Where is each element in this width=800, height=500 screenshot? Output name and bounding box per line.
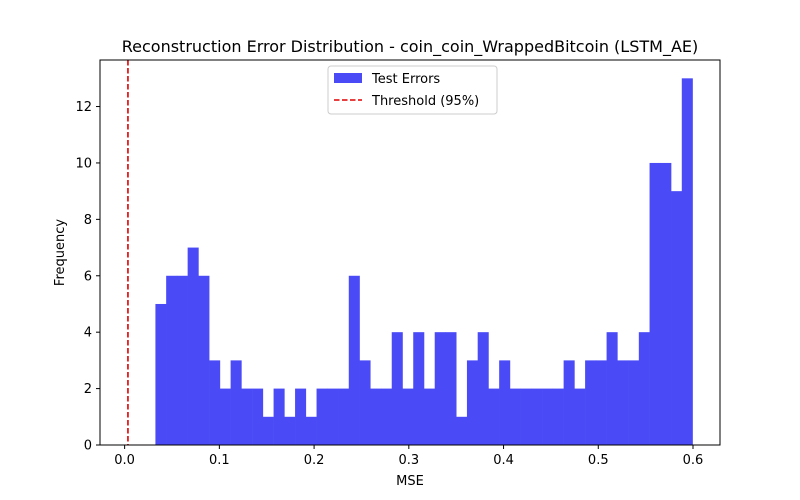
histogram-bar bbox=[552, 388, 564, 445]
histogram-bar bbox=[434, 332, 446, 445]
legend-box bbox=[327, 65, 498, 115]
histogram-bar bbox=[359, 360, 371, 445]
histogram-bar bbox=[198, 275, 210, 445]
x-tick-label: 0.0 bbox=[114, 453, 135, 468]
histogram-bar bbox=[638, 332, 650, 445]
histogram-bar bbox=[466, 360, 478, 445]
histogram-bar bbox=[262, 416, 274, 445]
y-axis-title: Frequency bbox=[53, 219, 68, 286]
histogram-bar bbox=[595, 360, 607, 445]
histogram-bar bbox=[155, 303, 167, 445]
histogram-bar bbox=[617, 360, 629, 445]
histogram-bars bbox=[155, 78, 693, 445]
histogram-bar bbox=[381, 388, 393, 445]
histogram-bar bbox=[348, 275, 360, 445]
histogram-bar bbox=[574, 388, 586, 445]
histogram-bar bbox=[628, 360, 640, 445]
y-axis-ticks: 0 2 4 6 8 10 12 bbox=[75, 100, 100, 454]
histogram-bar bbox=[445, 332, 457, 445]
histogram-bar bbox=[671, 191, 683, 445]
y-tick-label: 8 bbox=[84, 213, 92, 228]
histogram-bar bbox=[520, 388, 532, 445]
histogram-bar bbox=[252, 388, 264, 445]
histogram-bar bbox=[660, 162, 672, 445]
histogram-bar bbox=[563, 360, 575, 445]
histogram-bar bbox=[273, 388, 285, 445]
x-axis-ticks: 0.0 0.1 0.2 0.3 0.4 0.5 0.6 bbox=[114, 445, 703, 468]
histogram-bar bbox=[456, 416, 468, 445]
histogram-bar bbox=[477, 332, 489, 445]
legend-label-test-errors: Test Errors bbox=[371, 72, 440, 87]
legend-label-threshold: Threshold (95%) bbox=[371, 94, 479, 109]
x-tick-label: 0.3 bbox=[398, 453, 419, 468]
histogram-bar bbox=[391, 332, 403, 445]
plot-frame bbox=[99, 59, 721, 446]
histogram-bar bbox=[327, 388, 339, 445]
y-tick-label: 4 bbox=[84, 326, 92, 341]
histogram-bar bbox=[606, 332, 618, 445]
x-tick-label: 0.2 bbox=[304, 453, 325, 468]
histogram-bar bbox=[338, 388, 350, 445]
histogram-bar bbox=[166, 275, 178, 445]
histogram-bar bbox=[284, 416, 296, 445]
histogram-bar bbox=[241, 388, 253, 445]
x-tick-label: 0.6 bbox=[683, 453, 704, 468]
histogram-bar bbox=[413, 332, 425, 445]
histogram-bar bbox=[649, 162, 661, 445]
histogram-bar bbox=[499, 360, 511, 445]
x-axis-title: MSE bbox=[396, 474, 424, 489]
legend: Test Errors Threshold (95%) bbox=[327, 65, 498, 115]
histogram-bar bbox=[219, 388, 231, 445]
histogram-bar bbox=[531, 388, 543, 445]
histogram-bar bbox=[681, 78, 693, 445]
histogram-bar bbox=[423, 388, 436, 445]
histogram-bar bbox=[176, 275, 188, 445]
histogram-bar bbox=[316, 388, 328, 445]
histogram-bar bbox=[230, 360, 242, 445]
histogram-bar bbox=[402, 388, 414, 445]
y-tick-label: 0 bbox=[84, 439, 92, 454]
histogram-bar bbox=[509, 388, 521, 445]
legend-swatch-test-errors bbox=[334, 73, 362, 83]
y-tick-label: 12 bbox=[75, 100, 92, 115]
chart-title: Reconstruction Error Distribution - coin… bbox=[122, 37, 698, 57]
x-tick-label: 0.1 bbox=[209, 453, 230, 468]
histogram-bar bbox=[209, 360, 221, 445]
histogram-bar bbox=[305, 416, 317, 445]
y-tick-label: 6 bbox=[84, 269, 92, 284]
histogram-bar bbox=[585, 360, 597, 445]
y-tick-label: 2 bbox=[84, 382, 92, 397]
histogram-bar bbox=[187, 247, 199, 445]
x-tick-label: 0.5 bbox=[588, 453, 609, 468]
histogram-bar bbox=[488, 388, 500, 445]
histogram-bar bbox=[542, 388, 554, 445]
x-tick-label: 0.4 bbox=[493, 453, 514, 468]
y-tick-label: 10 bbox=[75, 156, 92, 171]
histogram-bar bbox=[370, 388, 382, 445]
histogram-bar bbox=[295, 388, 307, 445]
